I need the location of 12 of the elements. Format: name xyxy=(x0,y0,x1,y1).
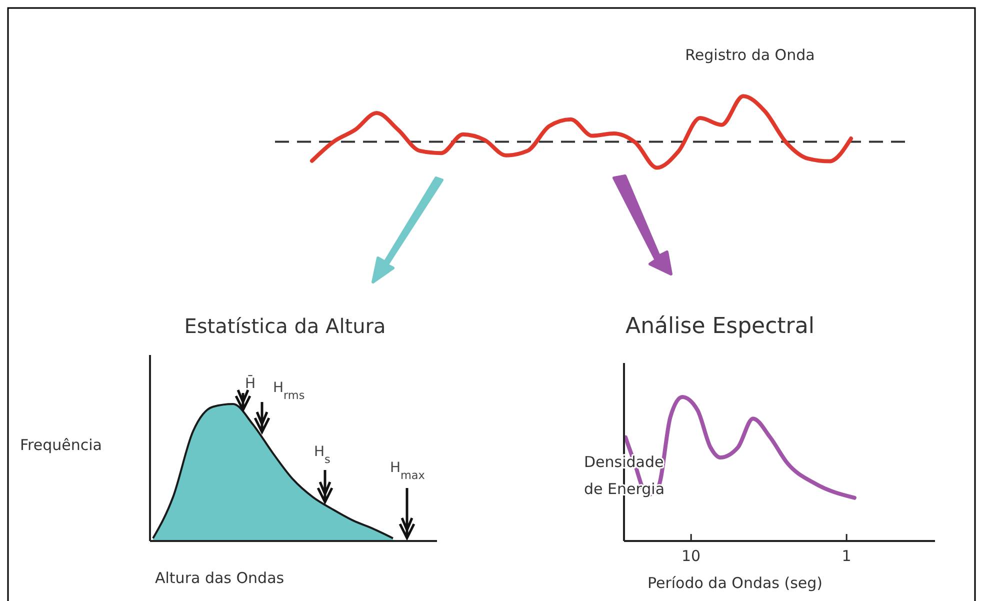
x-axis-title: Altura das Ondas xyxy=(155,569,284,587)
x-axis-title: Período da Ondas (seg) xyxy=(647,574,823,592)
chart-title: Análise Espectral xyxy=(626,314,814,339)
y-axis-title: Frequência xyxy=(20,436,102,454)
annotation: H$_{max}$ xyxy=(390,460,426,482)
chart-title: Estatística da Altura xyxy=(184,314,386,338)
chart-title: Registro da Onda xyxy=(685,46,815,64)
text: H̄ xyxy=(245,374,256,392)
annotation: H$_{s}$ xyxy=(314,444,331,466)
text: H$_{rms}$ xyxy=(273,380,305,402)
x-tick-label: 1 xyxy=(842,547,852,565)
x-tick-label: 10 xyxy=(682,547,701,565)
